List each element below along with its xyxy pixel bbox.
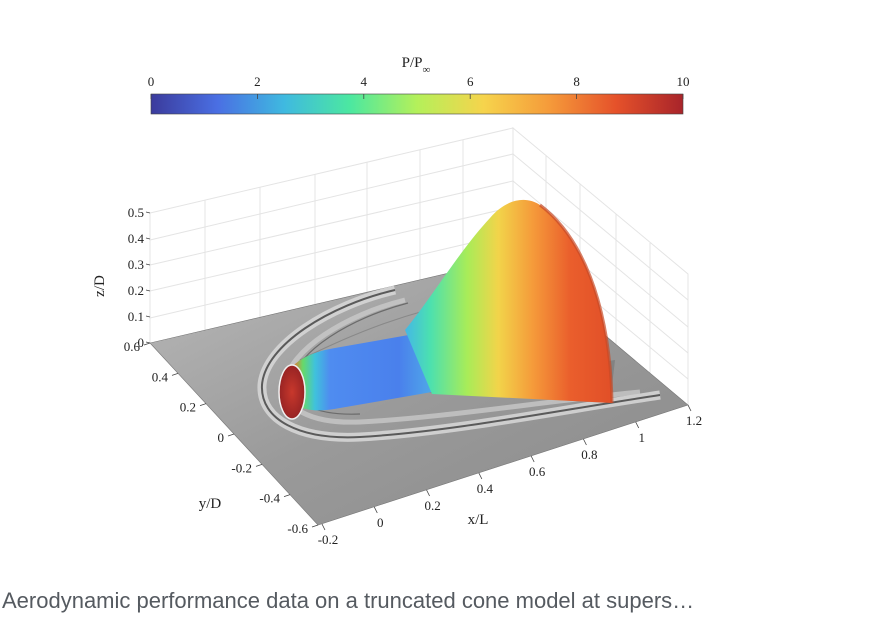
z-tick-label: 0.4 [128,231,145,246]
colorbar-tick-label: 8 [573,74,580,89]
y-tick-label: 0.2 [180,400,196,415]
y-tick-label: 0.6 [124,339,141,354]
z-axis: 0 0.1 0.2 0.3 0.4 0.5 [128,205,151,350]
x-tick-label: -0.2 [318,532,339,547]
colorbar-label: P/P∞ [402,55,431,76]
x-axis-label: x/L [468,512,489,528]
model-nose [278,364,306,420]
y-tick [311,524,319,528]
y-tick-label: -0.6 [287,521,308,536]
colorbar: P/P∞ 0 2 4 6 8 10 [148,55,690,115]
colorbar-tick-label: 0 [148,74,155,89]
x-tick [687,404,692,412]
x-tick-label: 0 [377,515,384,530]
z-tick [145,315,151,318]
x-axis: -0.2 0 0.2 0.4 0.6 0.8 1 1.2 [318,404,702,547]
z-tick [145,289,151,292]
y-tick [143,342,151,346]
colorbar-label-sub: ∞ [423,64,431,76]
x-tick-label: 1.2 [686,413,702,428]
y-tick [283,494,291,498]
x-tick-label: 1 [638,430,645,445]
pressure-distribution-figure: P/P∞ 0 2 4 6 8 10 [92,55,702,547]
x-tick [321,523,326,531]
y-tick [171,372,179,376]
y-tick-label: 0 [218,430,225,445]
z-tick-label: 0.5 [128,205,144,220]
z-tick [145,263,151,266]
z-tick-label: 0.1 [128,309,144,324]
x-tick-label: 0.8 [581,447,597,462]
z-tick-label: 0.3 [128,257,144,272]
y-axis-label: y/D [199,496,222,512]
z-tick [145,211,151,214]
y-tick [199,403,207,407]
x-tick-label: 0.6 [529,464,546,479]
cone-model [278,199,615,420]
y-tick-label: -0.2 [231,460,252,475]
colorbar-gradient [150,93,684,115]
x-tick-label: 0.2 [424,498,440,513]
y-axis: 0.6 0.4 0.2 0 -0.2 -0.4 -0.6 [124,339,319,536]
x-tick [530,455,535,463]
image-caption[interactable]: Aerodynamic performance data on a trunca… [2,588,695,613]
z-tick-label: 0 [138,335,145,350]
z-tick [145,237,151,240]
y-tick [227,433,235,437]
colorbar-tick-label: 10 [677,74,690,89]
x-tick [583,438,587,446]
z-axis-label: z/D [92,275,108,297]
colorbar-label-main: P/P [402,55,423,71]
colorbar-tick-label: 6 [467,74,474,89]
x-tick-label: 0.4 [477,481,494,496]
y-tick [255,463,263,467]
x-tick [373,506,378,514]
y-tick-label: 0.4 [152,369,169,384]
x-tick [635,421,640,429]
y-tick-label: -0.4 [259,491,280,506]
colorbar-ticks: 0 2 4 6 8 10 [148,74,690,99]
x-tick [478,472,483,480]
colorbar-tick-label: 2 [254,74,261,89]
x-tick [426,489,430,497]
z-tick-label: 0.2 [128,283,144,298]
colorbar-tick-label: 4 [361,74,368,89]
